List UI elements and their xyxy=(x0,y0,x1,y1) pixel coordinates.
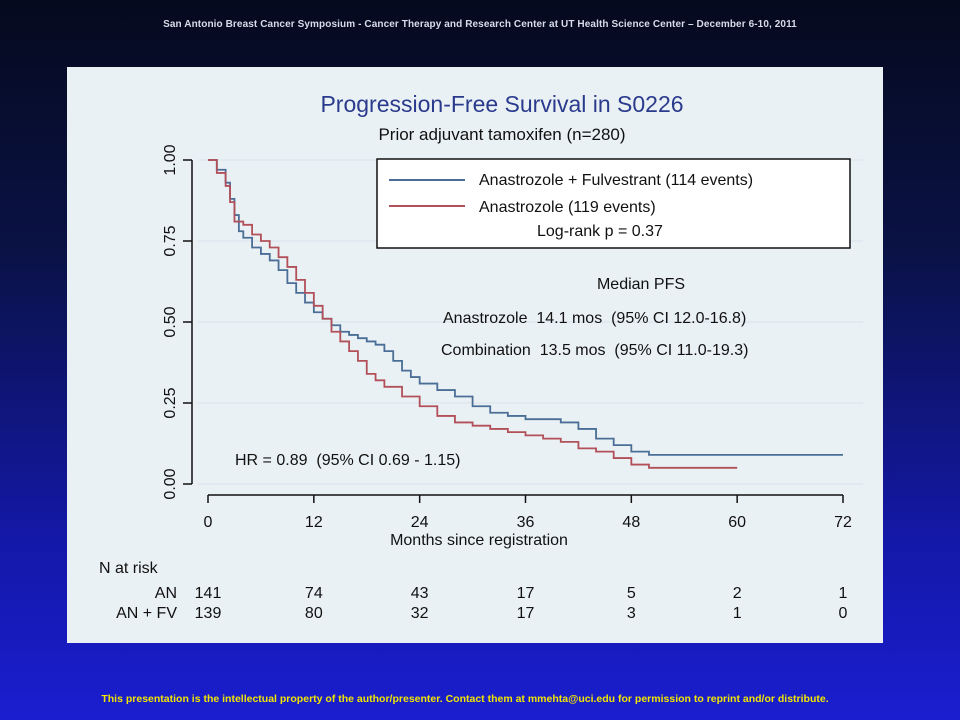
at-risk-row-label: AN + FV xyxy=(116,605,177,622)
y-tick-label: 1.00 xyxy=(162,144,179,175)
at-risk-value: 139 xyxy=(195,605,222,622)
chart-panel: Progression-Free Survival in S0226 Prior… xyxy=(67,67,883,643)
at-risk-value: 80 xyxy=(305,605,323,622)
x-tick-label: 60 xyxy=(728,514,746,531)
at-risk-table: AN 141 74 43 17 5 2 1 AN + FV 139 80 32 17 3 1 0 xyxy=(116,585,847,622)
series-combination-line xyxy=(208,159,843,456)
at-risk-value: 74 xyxy=(305,585,323,602)
survival-curves xyxy=(208,159,843,469)
y-tick-label: 0.25 xyxy=(162,387,179,418)
at-risk-header: N at risk xyxy=(99,560,159,577)
median-pfs-anastrozole: Anastrozole 14.1 mos (95% CI 12.0-16.8) xyxy=(443,310,746,327)
at-risk-value: 0 xyxy=(839,605,848,622)
at-risk-value: 2 xyxy=(733,585,742,602)
x-tick-label: 24 xyxy=(411,514,429,531)
at-risk-value: 5 xyxy=(627,585,636,602)
at-risk-value: 17 xyxy=(517,585,535,602)
legend-label-combination: Anastrozole + Fulvestrant (114 events) xyxy=(479,172,753,189)
legend-logrank: Log-rank p = 0.37 xyxy=(537,223,663,240)
series-anastrozole-line xyxy=(208,159,738,469)
x-tick-label: 0 xyxy=(204,514,213,531)
slide-header: San Antonio Breast Cancer Symposium - Ca… xyxy=(163,19,797,30)
at-risk-value: 3 xyxy=(627,605,636,622)
at-risk-value: 32 xyxy=(411,605,429,622)
y-tick-label: 0.75 xyxy=(162,225,179,256)
at-risk-value: 141 xyxy=(195,585,222,602)
slide-footer: This presentation is the intellectual pr… xyxy=(101,693,829,705)
chart-subtitle: Prior adjuvant tamoxifen (n=280) xyxy=(378,125,625,144)
median-pfs-combination: Combination 13.5 mos (95% CI 11.0-19.3) xyxy=(441,342,748,359)
x-tick-label: 72 xyxy=(834,514,852,531)
y-tick-label: 0.00 xyxy=(162,468,179,499)
chart-title: Progression-Free Survival in S0226 xyxy=(320,91,683,117)
hazard-ratio: HR = 0.89 (95% CI 0.69 - 1.15) xyxy=(235,452,460,469)
y-tick-label: 0.50 xyxy=(162,306,179,337)
legend-box xyxy=(376,158,851,249)
at-risk-value: 1 xyxy=(733,605,742,622)
x-tick-label: 36 xyxy=(517,514,535,531)
at-risk-value: 17 xyxy=(517,605,535,622)
at-risk-row-label: AN xyxy=(155,585,177,602)
x-axis-label: Months since registration xyxy=(390,532,568,549)
km-chart: Progression-Free Survival in S0226 Prior… xyxy=(99,91,863,622)
x-tick-label: 48 xyxy=(622,514,640,531)
x-tick-label: 12 xyxy=(305,514,323,531)
at-risk-value: 1 xyxy=(839,585,848,602)
legend-label-anastrozole: Anastrozole (119 events) xyxy=(479,199,656,216)
median-pfs-header: Median PFS xyxy=(597,276,685,293)
at-risk-value: 43 xyxy=(411,585,429,602)
axes: 0.00 0.25 0.50 0.75 1.00 0 12 24 36 48 60 72 xyxy=(162,144,852,531)
